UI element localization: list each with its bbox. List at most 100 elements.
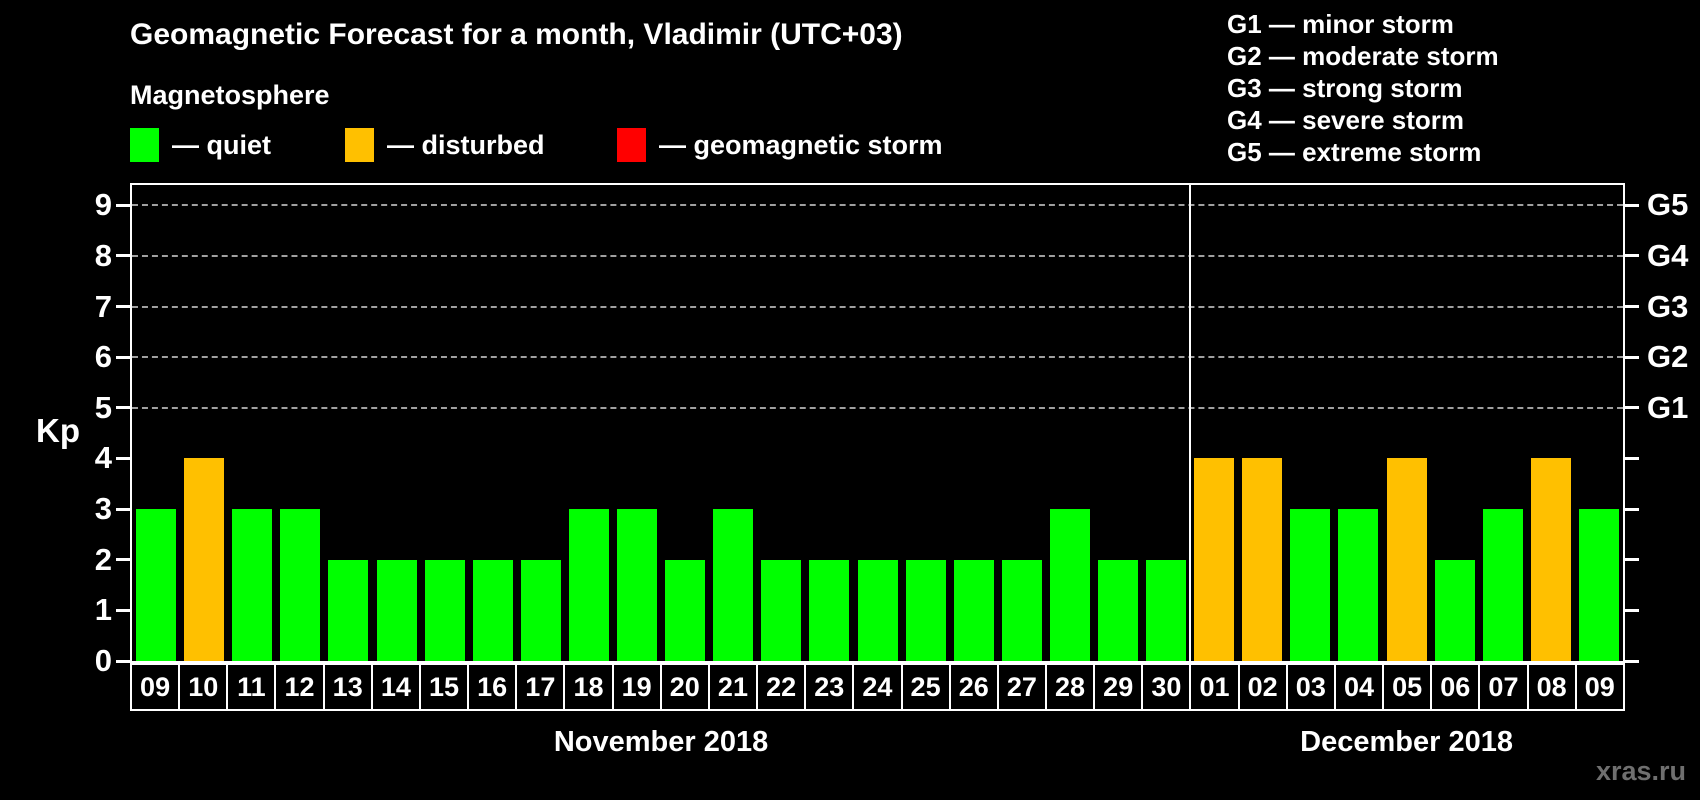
day-cell-13: 13	[325, 665, 373, 709]
right-tick-2	[1625, 558, 1639, 562]
kp-bar-02	[1242, 458, 1283, 661]
kp-bar-22	[761, 559, 802, 661]
kp-bar-17	[520, 559, 561, 661]
g4-legend-line: G4 — severe storm	[1227, 105, 1465, 135]
quiet-color-swatch	[130, 128, 159, 162]
day-cell-29: 29	[1095, 665, 1144, 709]
day-cell-02: 02	[1240, 665, 1288, 709]
day-cell-09: 09	[132, 665, 181, 709]
day-cell-03: 03	[1288, 665, 1336, 709]
day-cell-01: 01	[1191, 665, 1240, 709]
kp-bar-09	[136, 509, 177, 661]
right-tick-0	[1625, 659, 1639, 663]
kp-bar-21	[713, 509, 754, 661]
day-cell-27: 27	[999, 665, 1047, 709]
legend-item-quiet: — quiet	[130, 128, 271, 162]
g-axis-label-g2: G2	[1647, 339, 1689, 375]
legend-label-storm: — geomagnetic storm	[659, 129, 943, 160]
g5-legend-line: G5 — extreme storm	[1227, 137, 1482, 167]
month-separator	[1189, 185, 1192, 661]
kp-bar-30	[1146, 559, 1187, 661]
legend-label-quiet: — quiet	[172, 129, 271, 160]
y-tick-label-1: 1	[94, 592, 112, 628]
x-axis-day-row: 09 10 11 12 13 14 15 16 17 18 19 20 21 22 23 24 25 26 27 28…	[130, 663, 1625, 711]
day-cell-18: 18	[565, 665, 614, 709]
day-cell-24: 24	[854, 665, 903, 709]
day-cell-23: 23	[806, 665, 855, 709]
kp-bar-24	[857, 559, 898, 661]
right-tick-5	[1625, 406, 1639, 410]
right-tick-8	[1625, 254, 1639, 258]
kp-bar-14	[376, 559, 417, 661]
g-axis-label-g4: G4	[1647, 237, 1689, 273]
gridline-kp8	[132, 254, 1623, 257]
right-tick-9	[1625, 203, 1639, 207]
legend-label-disturbed: — disturbed	[387, 129, 545, 160]
y-tick-1	[116, 608, 130, 612]
kp-bar-23	[809, 559, 850, 661]
kp-bar-05	[1386, 458, 1427, 661]
day-cell-19: 19	[614, 665, 662, 709]
y-tick-7	[116, 305, 130, 309]
kp-bar-07	[1482, 509, 1523, 661]
y-tick-9	[116, 203, 130, 207]
kp-bar-13	[328, 559, 369, 661]
y-tick-label-2: 2	[94, 541, 112, 577]
kp-bar-10	[184, 458, 225, 661]
g2-legend-line: G2 — moderate storm	[1227, 41, 1499, 71]
y-tick-2	[116, 558, 130, 562]
kp-bar-11	[232, 509, 273, 661]
g-axis-label-g3: G3	[1647, 288, 1689, 324]
y-tick-label-3: 3	[94, 491, 112, 527]
day-cell-09: 09	[1584, 671, 1615, 702]
day-cell-26: 26	[951, 665, 999, 709]
y-tick-8	[116, 254, 130, 258]
day-cell-14: 14	[373, 665, 421, 709]
y-tick-label-0: 0	[94, 643, 112, 678]
kp-bar-08	[1530, 458, 1571, 661]
gridline-kp6	[132, 356, 1623, 359]
kp-bar-25	[905, 559, 946, 661]
kp-bar-16	[472, 559, 513, 661]
gridline-kp7	[132, 305, 1623, 308]
kp-bar-29	[1097, 559, 1138, 661]
g3-legend-line: G3 — strong storm	[1227, 73, 1463, 103]
day-cell-25: 25	[903, 665, 951, 709]
y-tick-0	[116, 659, 130, 663]
day-cell-16: 16	[469, 665, 518, 709]
watermark: xras.ru	[1595, 756, 1686, 786]
right-tick-1	[1625, 608, 1639, 612]
right-tick-7	[1625, 305, 1639, 309]
y-tick-label-4: 4	[94, 440, 112, 476]
kp-bar-15	[424, 559, 465, 661]
kp-bar-09	[1578, 509, 1619, 661]
plot-area	[130, 183, 1625, 663]
magnetosphere-label: Magnetosphere	[130, 80, 330, 110]
day-cell-20: 20	[662, 665, 710, 709]
day-cell-12: 12	[276, 665, 325, 709]
y-tick-4	[116, 456, 130, 460]
day-cell-21: 21	[710, 665, 759, 709]
kp-bar-20	[665, 559, 706, 661]
y-tick-5	[116, 406, 130, 410]
right-tick-3	[1625, 507, 1639, 511]
g-axis-label-g5: G5	[1647, 187, 1689, 223]
g-axis-label-g1: G1	[1647, 389, 1689, 425]
y-axis-label: Kp	[36, 412, 80, 449]
day-cell-08: 08	[1529, 665, 1577, 709]
day-cell-15: 15	[421, 665, 470, 709]
storm-color-swatch	[617, 128, 646, 162]
day-cell-17: 17	[517, 665, 566, 709]
day-cell-28: 28	[1047, 665, 1096, 709]
kp-bar-19	[617, 509, 658, 661]
gridline-kp9	[132, 204, 1623, 207]
legend-item-storm: — geomagnetic storm	[617, 128, 943, 162]
gridline-kp5	[132, 406, 1623, 409]
y-tick-3	[116, 507, 130, 511]
day-cell-07: 07	[1480, 665, 1529, 709]
kp-bar-12	[280, 509, 321, 661]
day-cell-04: 04	[1336, 665, 1385, 709]
kp-bar-06	[1434, 559, 1475, 661]
right-tick-4	[1625, 456, 1639, 460]
